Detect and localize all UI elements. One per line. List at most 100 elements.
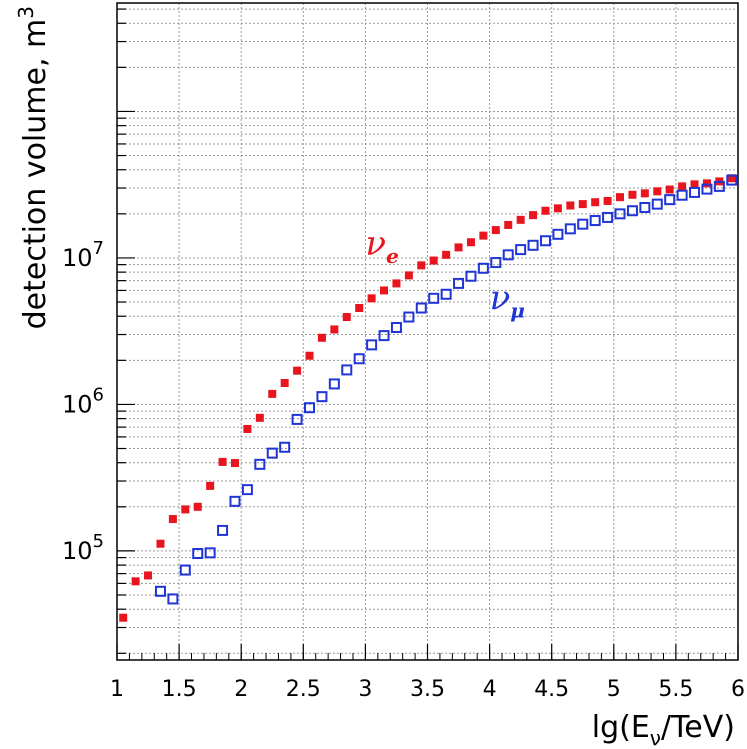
data-point	[241, 484, 253, 496]
data-point	[454, 243, 463, 252]
x-tick-label: 1.5	[162, 677, 197, 702]
data-point	[651, 198, 663, 210]
data-point	[378, 330, 390, 342]
data-point	[415, 302, 427, 314]
data-point	[626, 205, 638, 217]
data-point	[204, 547, 216, 559]
data-point	[603, 196, 612, 205]
data-point	[168, 515, 177, 524]
data-point	[417, 261, 426, 270]
data-point	[466, 238, 475, 247]
data-point	[342, 313, 351, 322]
y-tick-label: 107	[62, 238, 104, 272]
data-point	[541, 206, 550, 215]
data-point	[305, 351, 314, 360]
data-point	[676, 189, 688, 201]
series-nu-e	[119, 174, 736, 622]
data-point	[181, 505, 190, 514]
data-point	[355, 304, 364, 313]
data-point	[293, 366, 302, 375]
data-point	[392, 279, 401, 288]
x-tick-label: 5	[607, 677, 621, 702]
data-point	[429, 256, 438, 265]
data-point	[217, 524, 229, 536]
data-point	[577, 218, 589, 230]
y-tick-label: 105	[62, 531, 104, 565]
x-tick-label: 2	[234, 677, 248, 702]
data-point	[280, 379, 289, 388]
data-point	[304, 402, 316, 414]
data-point	[591, 198, 600, 207]
data-point	[330, 325, 339, 334]
data-point	[589, 215, 601, 227]
data-point	[726, 174, 738, 186]
data-point	[527, 239, 539, 251]
data-point	[279, 441, 291, 453]
data-point	[504, 220, 513, 229]
series-nu-mu	[154, 174, 738, 605]
x-tick-label: 4.5	[534, 677, 569, 702]
data-point	[218, 457, 227, 466]
data-point	[156, 539, 165, 548]
data-point	[529, 211, 538, 220]
data-points	[119, 174, 738, 622]
y-axis-label: detection volume, m3	[14, 6, 53, 329]
data-point	[491, 226, 500, 235]
data-point	[131, 577, 140, 586]
x-tick-label: 3	[358, 677, 372, 702]
x-tick-labels: 1 1.5 2 2.5 3 3.5 4 4.5 5 5.5 6	[110, 677, 745, 702]
data-point	[566, 201, 575, 210]
data-point	[428, 292, 440, 304]
data-point	[341, 364, 353, 376]
data-point	[515, 244, 527, 256]
x-tick-label: 5.5	[658, 677, 693, 702]
data-point	[564, 223, 576, 235]
x-tick-label: 3.5	[410, 677, 445, 702]
x-tick-label: 6	[731, 677, 745, 702]
data-point	[664, 194, 676, 206]
data-point	[268, 389, 277, 398]
y-tick-label: 106	[62, 384, 104, 418]
label-nu-e: νe	[365, 224, 398, 268]
data-point	[702, 179, 711, 188]
data-point	[616, 193, 625, 202]
series-labels: νe νμ	[365, 224, 525, 323]
data-point	[628, 190, 637, 199]
data-point	[167, 593, 179, 605]
data-point	[665, 185, 674, 194]
data-point	[490, 257, 502, 269]
data-point	[477, 262, 489, 274]
data-point	[578, 200, 587, 209]
data-point	[154, 585, 166, 597]
data-point	[678, 182, 687, 191]
x-tick-label: 2.5	[286, 677, 321, 702]
y-tick-labels: 105 106 107	[62, 238, 104, 565]
data-point	[465, 270, 477, 282]
data-point	[440, 288, 452, 300]
data-point	[453, 277, 465, 289]
data-point	[193, 502, 202, 511]
data-point	[367, 294, 376, 303]
data-point	[390, 322, 402, 334]
data-point	[640, 189, 649, 198]
x-axis-label: lg(Eν/TeV)	[592, 710, 735, 749]
data-point	[689, 186, 701, 198]
data-point	[291, 413, 303, 425]
x-tick-label: 4	[483, 677, 497, 702]
x-tick-label: 1	[110, 677, 124, 702]
data-point	[602, 211, 614, 223]
data-point	[653, 187, 662, 196]
data-point	[553, 204, 562, 213]
label-nu-mu: νμ	[490, 278, 525, 322]
data-point	[539, 235, 551, 247]
grid	[117, 3, 738, 660]
data-point	[119, 613, 128, 622]
data-point	[614, 208, 626, 220]
data-point	[266, 447, 278, 459]
data-point	[366, 339, 378, 351]
data-point	[328, 378, 340, 390]
data-point	[690, 180, 699, 189]
data-point	[179, 564, 191, 576]
data-point	[353, 353, 365, 365]
